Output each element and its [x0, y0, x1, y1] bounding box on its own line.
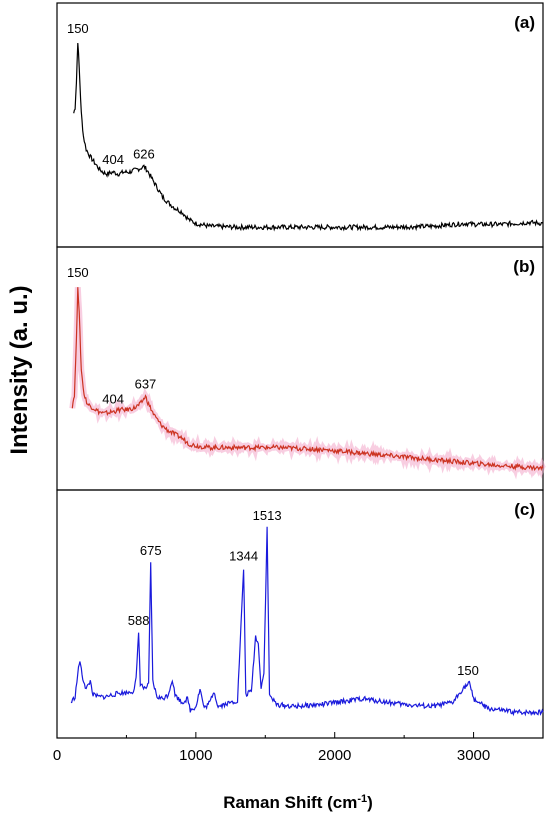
peak-label: 675 [140, 543, 162, 558]
x-axis-label: Raman Shift (cm-1) [223, 793, 373, 812]
peak-label: 1344 [229, 549, 258, 564]
series-line-1 [73, 42, 544, 232]
peak-label: 404 [102, 392, 124, 407]
series-lines [69, 42, 546, 717]
panel-frame-3 [56, 489, 544, 739]
x-tick-label: 1000 [179, 747, 212, 764]
series-line-2 [71, 287, 544, 472]
x-tick-label: 3000 [457, 747, 490, 764]
x-tick-label: 2000 [318, 747, 351, 764]
y-axis-label: Intensity (a. u.) [6, 285, 33, 454]
peak-label: 1513 [253, 508, 282, 523]
panel-frame-1 [56, 2, 544, 248]
peak-labels: 150 404 626 150 404 637 588 675 1344 1513 150 [67, 21, 479, 678]
peak-label: 588 [128, 613, 150, 628]
peak-label: 150 [67, 21, 89, 36]
peak-label: 150 [67, 265, 89, 280]
x-axis-ticks: 0 1000 2000 3000 [53, 732, 490, 764]
panel-labels: (a) (b) (c) [513, 13, 535, 519]
peak-label: 626 [133, 146, 155, 161]
series-line-3 [70, 526, 544, 717]
panel-label-2: (b) [513, 257, 535, 276]
x-tick-label: 0 [53, 747, 61, 764]
panel-label-1: (a) [514, 13, 535, 32]
peak-label: 404 [102, 152, 124, 167]
panel-label-3: (c) [514, 500, 535, 519]
peak-label: 637 [135, 377, 157, 392]
peak-label: 150 [457, 663, 479, 678]
panel-frames [56, 2, 544, 739]
